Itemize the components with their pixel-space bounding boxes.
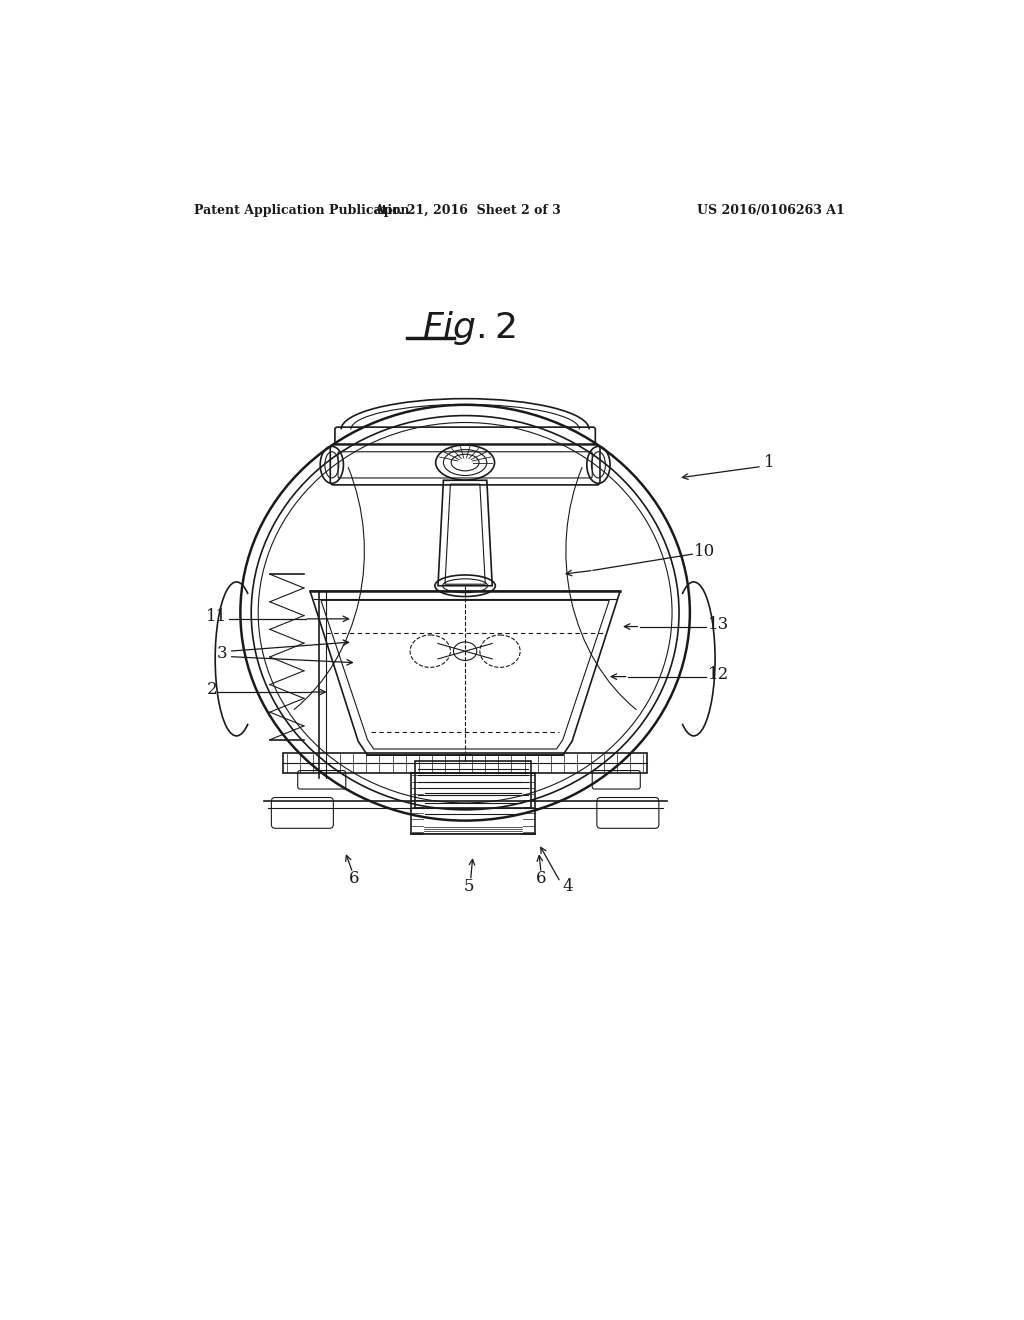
Text: 10: 10 — [693, 543, 715, 560]
Text: 11: 11 — [206, 609, 227, 626]
Text: 2: 2 — [207, 681, 217, 698]
Text: 1: 1 — [764, 454, 774, 471]
Text: 3: 3 — [216, 645, 227, 663]
Text: 6: 6 — [349, 870, 359, 887]
Text: 6: 6 — [536, 870, 547, 887]
Text: 5: 5 — [464, 878, 474, 895]
Text: US 2016/0106263 A1: US 2016/0106263 A1 — [697, 205, 845, 218]
Text: 4: 4 — [562, 878, 572, 895]
Text: Apr. 21, 2016  Sheet 2 of 3: Apr. 21, 2016 Sheet 2 of 3 — [374, 205, 561, 218]
Text: 12: 12 — [708, 665, 729, 682]
Text: Patent Application Publication: Patent Application Publication — [194, 205, 410, 218]
Text: 13: 13 — [708, 615, 729, 632]
Text: $\mathbf{\mathit{Fig.2}}$: $\mathbf{\mathit{Fig.2}}$ — [422, 309, 516, 347]
